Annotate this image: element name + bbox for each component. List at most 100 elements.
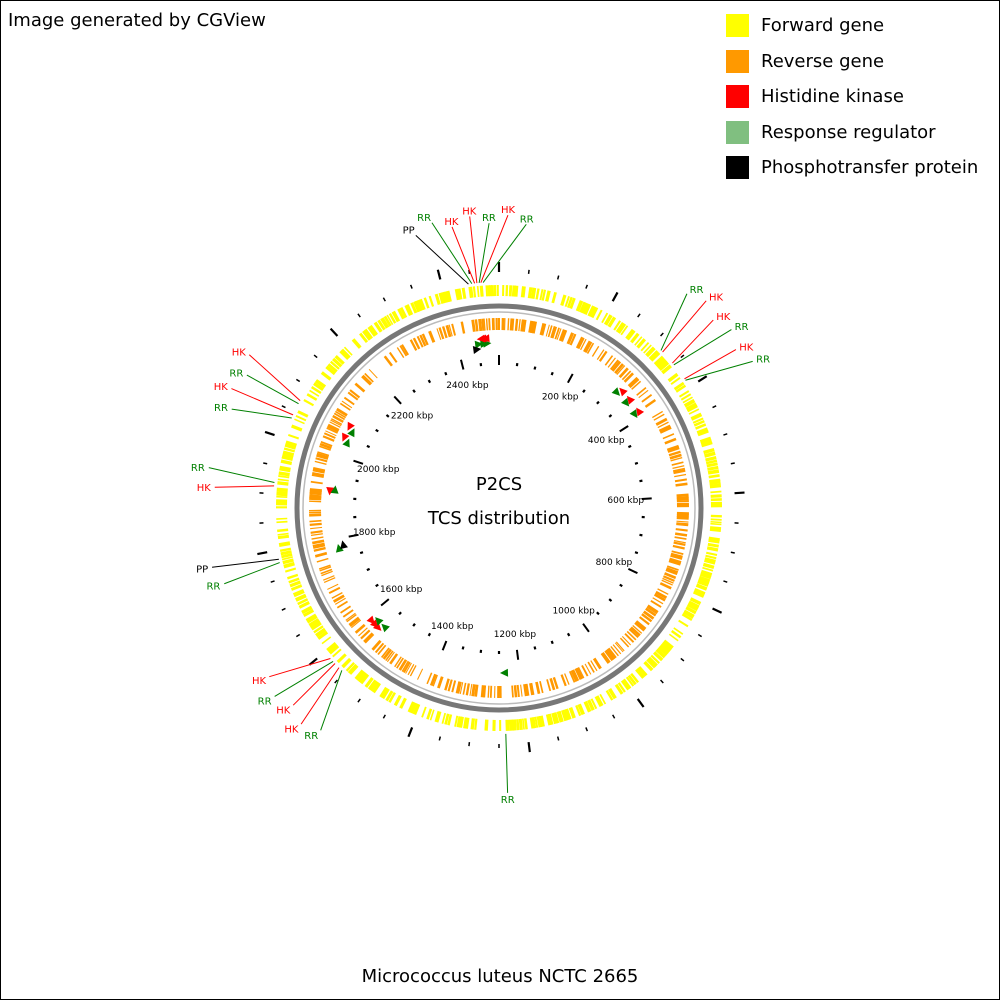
- reverse-gene-mark: [646, 606, 658, 615]
- hk-callout-line: [672, 319, 714, 364]
- forward-gene-mark: [313, 625, 324, 634]
- reverse-gene-mark: [312, 468, 325, 474]
- reverse-gene-mark: [672, 467, 685, 472]
- scale-minor-tick: [359, 551, 364, 555]
- forward-gene-mark: [314, 379, 327, 389]
- forward-gene-mark: [667, 372, 679, 383]
- reverse-gene-mark: [421, 333, 429, 346]
- forward-gene-mark: [434, 710, 442, 723]
- forward-gene-mark: [709, 483, 722, 489]
- outer-minor-tick: [382, 714, 386, 719]
- forward-gene-mark: [630, 332, 640, 344]
- hk-callout-line: [480, 214, 509, 283]
- forward-gene-mark: [647, 656, 658, 668]
- scale-minor-tick: [427, 379, 432, 384]
- forward-gene-mark: [704, 557, 716, 564]
- reverse-gene-mark: [364, 633, 375, 644]
- forward-gene-mark: [383, 315, 392, 327]
- forward-gene-mark: [348, 664, 359, 675]
- reverse-gene-mark: [471, 319, 476, 332]
- scale-label: 2200 kbp: [391, 411, 434, 421]
- forward-gene-mark: [650, 654, 660, 664]
- forward-gene-mark: [520, 286, 526, 298]
- forward-gene-mark: [345, 662, 355, 672]
- forward-gene-mark: [527, 287, 533, 299]
- legend-item-forward-gene: Forward gene: [726, 8, 978, 44]
- forward-gene-mark: [277, 534, 290, 540]
- forward-gene-mark: [668, 633, 679, 642]
- reverse-gene-mark: [382, 648, 392, 660]
- forward-gene-mark: [293, 590, 305, 598]
- hk-callout-label: HK: [284, 725, 299, 736]
- reverse-gene-mark: [575, 667, 584, 680]
- reverse-gene-mark: [325, 430, 337, 437]
- reverse-gene-mark: [674, 532, 688, 537]
- forward-gene-mark: [702, 566, 714, 572]
- reverse-gene-mark: [354, 382, 366, 393]
- reverse-gene-mark: [405, 662, 412, 674]
- reverse-gene-mark: [360, 629, 371, 640]
- forward-gene-mark: [664, 639, 674, 648]
- forward-gene-mark: [509, 719, 514, 731]
- legend-item-response-regulator: Response regulator: [726, 115, 978, 151]
- reverse-gene-mark: [438, 327, 445, 340]
- reverse-gene-mark: [598, 350, 608, 362]
- reverse-gene-mark: [456, 681, 462, 694]
- reverse-gene-mark: [554, 327, 560, 340]
- reverse-gene-mark: [371, 639, 382, 651]
- reverse-gene-mark: [334, 597, 346, 605]
- reverse-gene-mark: [590, 660, 598, 672]
- forward-gene-mark: [485, 285, 488, 297]
- reverse-gene-mark: [489, 685, 493, 698]
- reverse-gene-mark: [320, 568, 333, 575]
- reverse-gene-mark: [317, 451, 330, 457]
- outer-minor-tick: [270, 580, 275, 583]
- forward-gene-mark: [320, 371, 332, 381]
- forward-gene-mark: [276, 517, 288, 520]
- reverse-gene-mark: [645, 607, 657, 617]
- reverse-gene-mark: [412, 337, 421, 350]
- forward-gene-mark: [391, 310, 401, 323]
- reverse-gene-mark: [570, 670, 578, 682]
- reverse-gene-mark: [428, 330, 436, 343]
- forward-gene-mark: [680, 393, 692, 401]
- forward-gene-mark: [618, 323, 627, 334]
- hk-callout-label: HK: [444, 217, 459, 228]
- reverse-gene-mark: [568, 332, 575, 345]
- reverse-gene-mark: [525, 683, 530, 696]
- forward-gene-mark: [698, 578, 710, 585]
- forward-gene-mark: [298, 601, 310, 609]
- rr-marker: [347, 428, 355, 438]
- outer-major-tick: [436, 269, 442, 280]
- reverse-gene-mark: [569, 333, 577, 346]
- outer-major-tick: [527, 742, 531, 753]
- forward-gene-mark: [423, 297, 430, 309]
- scale-labels: 200 kbp 400 kbp 600 kbp 800 kbp 1000 kbp 1200…: [353, 381, 644, 640]
- reverse-gene-mark: [327, 423, 340, 431]
- reverse-gene-mark: [509, 318, 513, 331]
- outer-minor-tick: [527, 269, 530, 274]
- scale-major-tick: [582, 623, 590, 633]
- forward-gene-mark: [673, 381, 685, 391]
- forward-gene-mark: [643, 344, 652, 354]
- hk-callout-label: HK: [197, 483, 212, 494]
- forward-gene-mark: [620, 325, 629, 336]
- reverse-gene-mark: [607, 647, 617, 659]
- forward-gene-mark: [444, 713, 450, 725]
- reverse-gene-mark: [310, 533, 323, 537]
- forward-gene-mark: [707, 469, 720, 475]
- forward-gene-mark: [709, 527, 722, 532]
- forward-gene-mark: [560, 294, 567, 306]
- forward-gene-mark: [657, 359, 668, 369]
- forward-gene-mark: [643, 660, 654, 672]
- forward-gene-mark: [690, 412, 703, 421]
- reverse-gene-mark: [653, 593, 666, 602]
- forward-gene-mark: [289, 580, 301, 588]
- forward-gene-mark: [686, 602, 699, 612]
- reverse-gene-mark: [672, 544, 685, 550]
- forward-gene-mark: [551, 712, 558, 725]
- reverse-gene-mark: [380, 647, 390, 658]
- forward-gene-mark: [701, 441, 713, 448]
- reverse-gene-mark: [333, 412, 346, 421]
- forward-gene-mark: [689, 597, 702, 606]
